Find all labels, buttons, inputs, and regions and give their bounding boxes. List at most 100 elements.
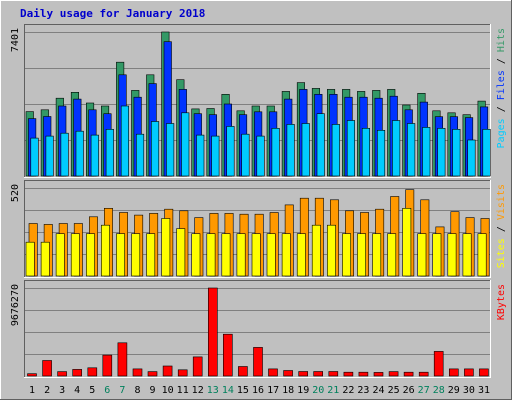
- bar-kbytes-day-1: [27, 373, 37, 377]
- bar-pages-day-14: [226, 126, 235, 177]
- bar-kbytes-day-7: [117, 342, 128, 377]
- bar-pages-day-18: [286, 124, 295, 177]
- bar-pages-day-2: [45, 135, 54, 177]
- day-label-12: 12: [192, 385, 204, 396]
- day-label-9: 9: [149, 385, 155, 396]
- day-label-5: 5: [89, 385, 95, 396]
- bar-sites-day-31: [477, 233, 487, 277]
- bar-kbytes-day-27: [418, 371, 429, 377]
- bar-sites-day-25: [387, 233, 397, 277]
- bar-sites-day-16: [251, 233, 261, 277]
- day-label-17: 17: [267, 385, 279, 396]
- bar-sites-day-7: [116, 233, 126, 277]
- day-label-20: 20: [312, 385, 324, 396]
- bar-kbytes-day-10: [162, 365, 173, 377]
- bar-sites-day-17: [266, 233, 276, 277]
- bar-kbytes-day-8: [132, 368, 143, 377]
- panel-kbytes: 9676270 KBytes: [10, 280, 507, 378]
- bar-sites-day-21: [326, 224, 336, 277]
- bar-kbytes-day-9: [147, 371, 158, 377]
- chart-panels: 7401 Pages / Files / Hits 520 Sites / Visit…: [10, 24, 507, 378]
- day-label-6: 6: [104, 385, 110, 396]
- bar-kbytes-day-28: [433, 351, 444, 377]
- day-label-3: 3: [59, 385, 65, 396]
- bar-pages-day-1: [30, 137, 39, 177]
- bar-sites-day-1: [25, 241, 35, 277]
- panel-visits-sites: 520 Sites / Visits: [10, 180, 507, 278]
- day-label-21: 21: [327, 385, 339, 396]
- bar-pages-day-4: [75, 130, 84, 177]
- bar-sites-day-11: [176, 228, 186, 277]
- bar-pages-day-22: [346, 120, 356, 177]
- bar-kbytes-day-24: [373, 372, 384, 377]
- bar-kbytes-day-21: [328, 371, 339, 377]
- bar-kbytes-day-29: [448, 368, 459, 377]
- day-label-31: 31: [478, 385, 490, 396]
- day-label-4: 4: [74, 385, 80, 396]
- day-label-10: 10: [162, 385, 174, 396]
- bar-pages-day-16: [256, 135, 265, 177]
- bar-sites-day-6: [101, 224, 110, 277]
- day-label-19: 19: [297, 385, 309, 396]
- bar-pages-day-10: [166, 123, 175, 177]
- bar-kbytes-day-25: [388, 371, 399, 377]
- bar-sites-day-12: [191, 233, 201, 277]
- bar-kbytes-day-30: [464, 368, 474, 377]
- bar-pages-day-7: [120, 105, 129, 177]
- bar-sites-day-9: [146, 233, 156, 277]
- bar-pages-day-31: [482, 129, 491, 177]
- bar-pages-day-27: [422, 127, 431, 177]
- day-label-23: 23: [357, 385, 369, 396]
- legend-kbytes: KBytes: [496, 284, 507, 320]
- legend-visits: Visits: [496, 184, 507, 220]
- legend: Pages / Files / Hits: [496, 28, 507, 148]
- legend-separator: /: [496, 220, 507, 238]
- day-label-26: 26: [403, 385, 415, 396]
- bar-kbytes-day-18: [283, 370, 293, 377]
- bar-pages-day-28: [437, 128, 446, 177]
- bar-pages-day-5: [90, 134, 99, 177]
- day-label-28: 28: [433, 385, 445, 396]
- bar-pages-day-17: [271, 128, 280, 177]
- day-label-8: 8: [134, 385, 140, 396]
- day-label-25: 25: [388, 385, 400, 396]
- bar-pages-day-19: [301, 123, 310, 177]
- legend-sites: Sites: [496, 238, 507, 268]
- bar-kbytes-day-2: [42, 360, 52, 377]
- bar-kbytes-day-4: [72, 369, 82, 377]
- bar-pages-day-8: [136, 133, 145, 177]
- bar-kbytes-day-31: [479, 368, 489, 377]
- day-label-15: 15: [237, 385, 249, 396]
- bar-sites-day-3: [55, 233, 65, 277]
- bar-kbytes-day-12: [192, 356, 203, 377]
- bar-sites-day-26: [402, 208, 412, 277]
- bar-pages-day-23: [361, 128, 371, 177]
- bar-sites-day-22: [342, 233, 351, 277]
- bar-kbytes-day-16: [253, 347, 263, 377]
- bar-sites-day-30: [462, 233, 472, 277]
- legend: KBytes: [496, 284, 507, 320]
- bar-kbytes-day-19: [298, 371, 309, 377]
- day-label-24: 24: [372, 385, 384, 396]
- bar-sites-day-14: [221, 233, 231, 277]
- bar-pages-day-6: [105, 129, 114, 177]
- bar-sites-day-8: [131, 233, 141, 277]
- bar-sites-day-15: [236, 233, 246, 277]
- bar-pages-day-30: [467, 139, 476, 177]
- bar-kbytes-day-26: [403, 371, 414, 377]
- bar-kbytes-day-11: [177, 369, 188, 377]
- bar-pages-day-24: [376, 130, 386, 177]
- bar-pages-day-21: [331, 124, 340, 177]
- day-label-16: 16: [252, 385, 264, 396]
- bar-pages-day-3: [60, 132, 69, 177]
- bar-sites-day-4: [70, 233, 80, 277]
- bar-sites-day-23: [357, 233, 366, 277]
- bar-kbytes-day-22: [343, 371, 354, 377]
- bar-sites-day-5: [86, 233, 95, 277]
- day-label-7: 7: [119, 385, 125, 396]
- bar-kbytes-day-5: [87, 367, 98, 377]
- bar-pages-day-13: [211, 135, 220, 177]
- ymax-label: 9676270: [10, 284, 21, 326]
- chart-title: Daily usage for January 2018: [20, 7, 205, 20]
